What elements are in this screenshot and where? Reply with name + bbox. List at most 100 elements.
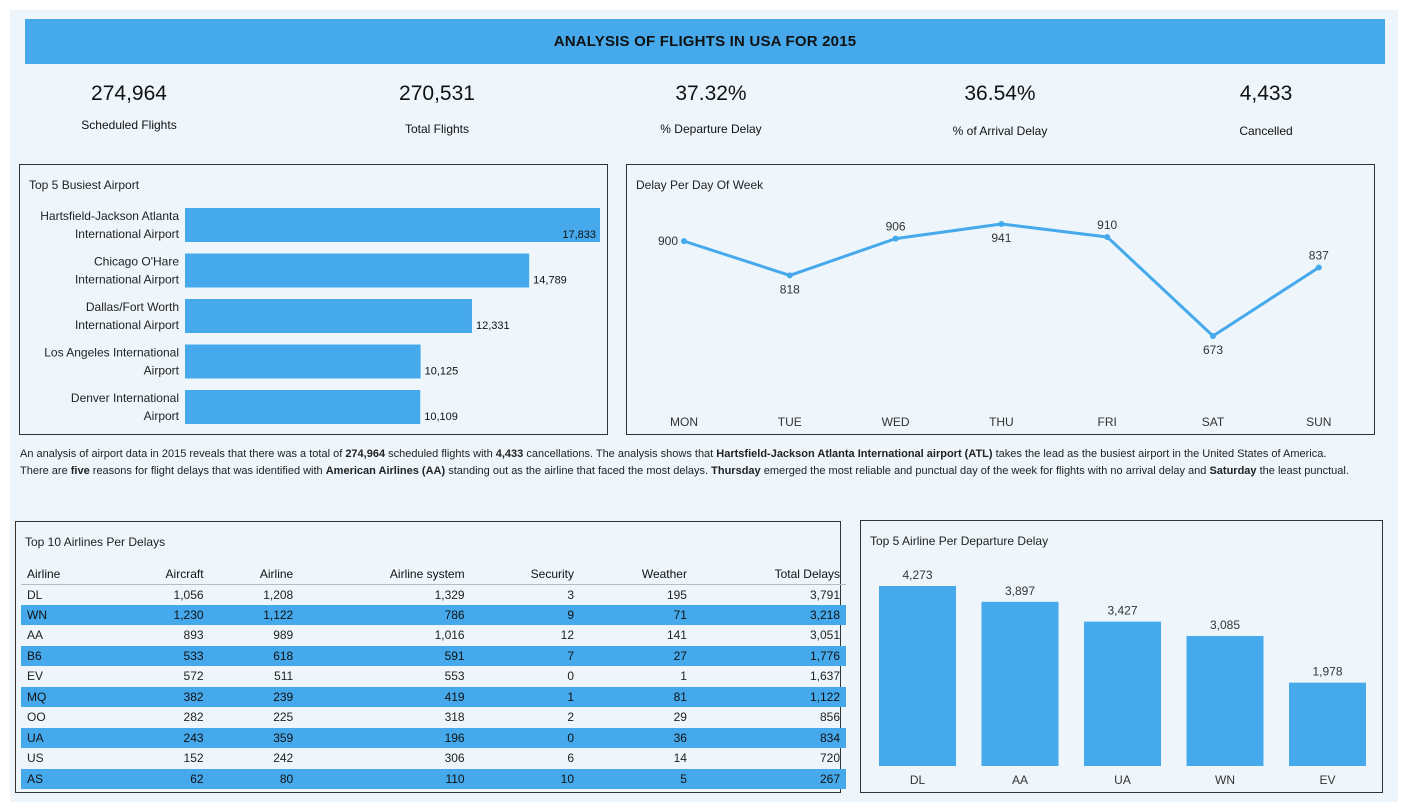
- table-column-header[interactable]: Airline: [21, 564, 111, 585]
- table-column-header[interactable]: Airline system: [299, 564, 471, 585]
- airport-label: Airport: [144, 409, 180, 423]
- table-row[interactable]: AS 62 80 110 10 5 267: [21, 768, 846, 789]
- table-cell: 533: [110, 645, 210, 666]
- airport-value-label: 10,109: [424, 411, 458, 423]
- table-column-header[interactable]: Total Delays: [692, 564, 846, 585]
- airport-bar[interactable]: [185, 299, 472, 333]
- airport-bar[interactable]: [185, 208, 600, 242]
- table-cell: UA: [21, 727, 111, 748]
- airport-bar[interactable]: [185, 390, 421, 424]
- kpi-scheduled-flights: 274,964 Scheduled Flights: [9, 82, 249, 132]
- narrative-bold: five: [70, 465, 90, 477]
- delay-value-label: 818: [780, 282, 800, 296]
- table-cell: 1,230: [110, 604, 210, 625]
- table-cell: 382: [110, 686, 210, 707]
- kpi-departure-delay: 37.32% % Departure Delay: [591, 82, 831, 136]
- airport-bar[interactable]: [185, 253, 530, 288]
- table-cell: 239: [209, 686, 300, 707]
- kpi-value: 4,433: [1239, 82, 1293, 105]
- table-cell: 3,218: [692, 604, 846, 625]
- table-row[interactable]: B6 533 618 591 7 27 1,776: [21, 645, 846, 666]
- dashboard-header: ANALYSIS OF FLIGHTS IN USA FOR 2015: [25, 19, 1385, 64]
- table-cell: 893: [183, 628, 204, 643]
- delay-point[interactable]: [1210, 333, 1216, 339]
- delay-value-label: 941: [991, 231, 1011, 245]
- table-cell: 572: [183, 669, 204, 684]
- airport-value-label: 14,789: [533, 275, 567, 287]
- delay-per-day-panel: Delay Per Day Of Week 900 MON 818 TUE 906 WED…: [626, 164, 1375, 435]
- delay-value-label: 906: [886, 220, 906, 234]
- airline-delay-bar[interactable]: [1084, 621, 1161, 766]
- day-axis-label: MON: [670, 415, 698, 429]
- kpi-label: % of Arrival Delay: [952, 124, 1048, 138]
- table-row[interactable]: AA 893 989 1,016 12 141 3,051: [21, 625, 846, 646]
- narrative-bold: Saturday: [1209, 465, 1257, 477]
- airport-bar[interactable]: [185, 344, 421, 379]
- table-cell: 553: [444, 669, 465, 684]
- airline-delay-bar[interactable]: [1186, 636, 1264, 766]
- table-cell: 242: [273, 751, 294, 766]
- table-cell: 6: [567, 751, 575, 766]
- airport-label: Airport: [144, 364, 180, 378]
- table-row[interactable]: EV 572 511 553 0 1 1,637: [21, 666, 846, 687]
- table-column-header[interactable]: Weather: [580, 564, 693, 585]
- table-cell: 306: [444, 751, 465, 766]
- narrative-bold: Hartsfield-Jackson Atlanta International…: [716, 448, 993, 460]
- table-cell: 195: [666, 587, 687, 602]
- airline-delay-bar[interactable]: [1289, 682, 1366, 766]
- table-cell: 5: [580, 768, 693, 789]
- delay-point[interactable]: [681, 238, 687, 245]
- airport-label: Denver International: [71, 391, 179, 405]
- airline-delay-bar[interactable]: [879, 586, 956, 766]
- table-cell: 1,329: [434, 587, 465, 602]
- table-cell: 318: [444, 710, 465, 725]
- table-cell: US: [27, 751, 44, 766]
- busiest-airport-panel: Top 5 Busiest Airport Hartsfield-Jackson…: [19, 164, 608, 435]
- table-cell: 0: [470, 727, 581, 748]
- airport-value-label: 12,331: [476, 320, 510, 332]
- table-cell: 786: [299, 604, 471, 625]
- delay-point[interactable]: [998, 221, 1005, 227]
- kpi-label: % Departure Delay: [660, 122, 762, 136]
- airline-axis-label: AA: [1012, 773, 1028, 787]
- delay-point[interactable]: [786, 272, 793, 279]
- table-row[interactable]: OO 282 225 318 2 29 856: [21, 707, 846, 728]
- delay-point[interactable]: [1315, 264, 1322, 271]
- airline-delay-value-label: 1,978: [1312, 665, 1342, 679]
- table-column-header[interactable]: Airline: [209, 564, 300, 585]
- panel-title: Delay Per Day Of Week: [636, 178, 764, 192]
- kpi-value: 270,531: [399, 82, 475, 105]
- table-column-header[interactable]: Security: [470, 564, 581, 585]
- table-cell: 110: [299, 768, 471, 789]
- kpi-label: Scheduled Flights: [81, 118, 177, 132]
- airline-delay-bar[interactable]: [981, 601, 1059, 766]
- table-cell: 7: [470, 645, 581, 666]
- airport-label: Dallas/Fort Worth: [86, 300, 179, 314]
- airline-delay-value-label: 3,085: [1210, 618, 1240, 632]
- airline-axis-label: WN: [1215, 773, 1235, 787]
- delay-point[interactable]: [892, 235, 899, 242]
- table-cell: 10: [470, 768, 581, 789]
- table-column-header[interactable]: Aircraft: [110, 564, 210, 585]
- table-row[interactable]: DL 1,056 1,208 1,329 3 195 3,791: [21, 584, 846, 605]
- table-cell: 1,637: [809, 669, 840, 684]
- kpi-value: 37.32%: [675, 82, 747, 105]
- table-cell: B6: [21, 645, 111, 666]
- table-row[interactable]: UA 243 359 196 0 36 834: [21, 727, 846, 748]
- table-row[interactable]: WN 1,230 1,122 786 9 71 3,218: [21, 604, 846, 625]
- table-cell: 9: [470, 604, 581, 625]
- delay-point[interactable]: [1104, 233, 1111, 240]
- airline-delay-value-label: 3,427: [1107, 604, 1137, 618]
- table-cell: 1,056: [173, 587, 204, 602]
- delay-value-label: 837: [1309, 248, 1329, 262]
- table-row[interactable]: US 152 242 306 6 14 720: [21, 748, 846, 769]
- table-cell: 3,791: [809, 587, 840, 602]
- day-axis-label: SUN: [1306, 415, 1331, 429]
- table-row[interactable]: MQ 382 239 419 1 81 1,122: [21, 686, 846, 707]
- airline-axis-label: DL: [910, 773, 926, 787]
- airline-delay-value-label: 3,897: [1005, 584, 1035, 598]
- day-axis-label: WED: [882, 415, 910, 429]
- narrative-paragraph-1: An analysis of airport data in 2015 reve…: [20, 446, 1380, 463]
- table-cell: 282: [183, 710, 204, 725]
- delay-per-day-chart: 900 MON 818 TUE 906 WED 941 THU 910 FRI 673 SAT 837 S…: [658, 218, 1332, 429]
